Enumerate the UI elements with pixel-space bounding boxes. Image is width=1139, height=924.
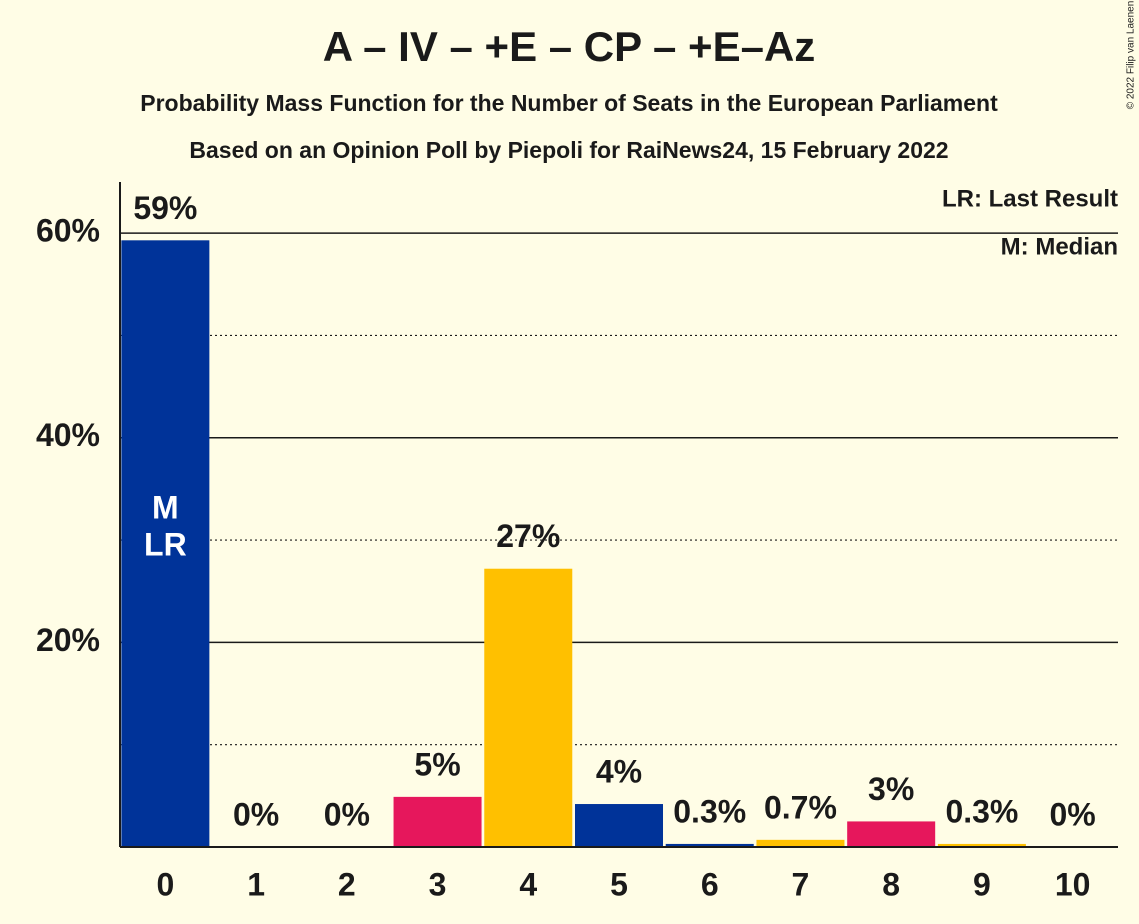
bar xyxy=(393,796,482,847)
value-label: 0.3% xyxy=(673,793,746,829)
x-tick-label: 0 xyxy=(156,866,174,902)
x-tick-label: 8 xyxy=(882,866,900,902)
chart-title: A – IV – +E – CP – +E–Az xyxy=(323,23,816,70)
bar xyxy=(121,240,210,848)
x-tick-label: 4 xyxy=(519,866,537,902)
x-tick-label: 6 xyxy=(701,866,719,902)
value-label: 27% xyxy=(496,518,560,554)
y-tick-label: 60% xyxy=(36,213,100,249)
bar xyxy=(756,839,845,847)
bar xyxy=(937,843,1026,847)
value-label: 0.3% xyxy=(945,793,1018,829)
legend-note: M: Median xyxy=(1001,233,1118,260)
bar xyxy=(574,804,664,847)
chart-subtitle: Probability Mass Function for the Number… xyxy=(140,90,998,116)
value-label: 0% xyxy=(1050,796,1096,832)
bar xyxy=(847,821,936,847)
y-tick-label: 40% xyxy=(36,417,100,453)
bar xyxy=(484,568,573,847)
copyright: © 2022 Filip van Laenen xyxy=(1126,1,1137,110)
x-tick-label: 7 xyxy=(792,866,810,902)
chart-source: Based on an Opinion Poll by Piepoli for … xyxy=(189,137,948,163)
value-label: 0.7% xyxy=(764,789,837,825)
median-marker: M xyxy=(152,489,179,525)
legend-note: LR: Last Result xyxy=(942,185,1118,212)
value-label: 5% xyxy=(414,746,460,782)
y-tick-label: 20% xyxy=(36,622,100,658)
x-tick-label: 5 xyxy=(610,866,628,902)
x-tick-label: 1 xyxy=(247,866,265,902)
last-result-marker: LR xyxy=(144,526,187,562)
value-label: 4% xyxy=(596,753,642,789)
value-label: 3% xyxy=(868,771,914,807)
x-tick-label: 3 xyxy=(429,866,447,902)
value-label: 59% xyxy=(133,190,197,226)
x-tick-label: 10 xyxy=(1055,866,1091,902)
value-label: 0% xyxy=(324,796,370,832)
value-label: 0% xyxy=(233,796,279,832)
x-tick-label: 9 xyxy=(973,866,991,902)
x-tick-label: 2 xyxy=(338,866,356,902)
bar xyxy=(665,843,754,847)
